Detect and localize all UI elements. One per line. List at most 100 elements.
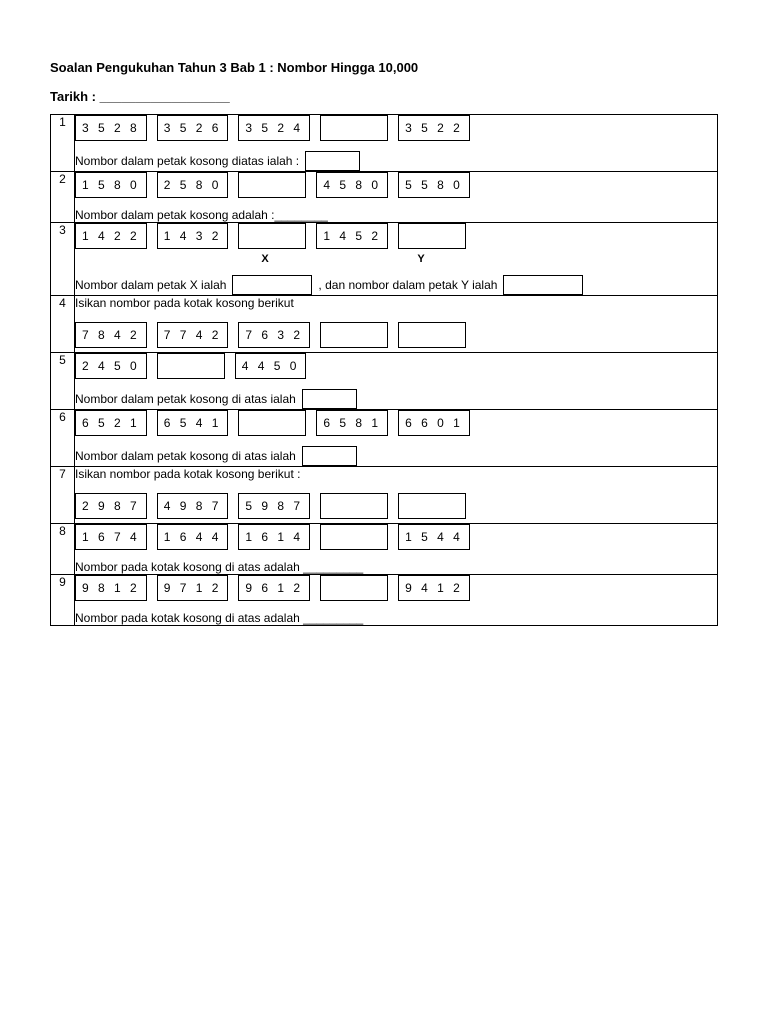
question-number: 7 xyxy=(51,467,75,524)
number-box: 9 7 1 2 xyxy=(157,575,229,601)
question-instruction: Isikan nombor pada kotak kosong berikut … xyxy=(75,467,717,481)
question-prompt: Nombor dalam petak X ialah , dan nombor d… xyxy=(75,275,717,295)
number-box: 1 6 4 4 xyxy=(157,524,229,550)
question-body: 1 6 7 4 1 6 4 4 1 6 1 4 1 5 4 4 Nombor pada … xyxy=(75,524,718,575)
number-box: 9 4 1 2 xyxy=(398,575,470,601)
prompt-text: , dan nombor dalam petak Y ialah xyxy=(318,278,497,292)
question-number: 9 xyxy=(51,575,75,626)
answer-box-x[interactable] xyxy=(232,275,312,295)
box-label: X xyxy=(231,253,299,265)
answer-box-y[interactable] xyxy=(503,275,583,295)
number-box-empty[interactable] xyxy=(398,322,466,348)
number-box: 2 5 8 0 xyxy=(157,172,229,198)
number-box: 7 7 4 2 xyxy=(157,322,229,348)
question-body: 1 5 8 02 5 8 04 5 8 05 5 8 0Nombor dalam… xyxy=(75,172,718,223)
number-box: 1 4 3 2 xyxy=(157,223,229,249)
number-box-empty[interactable] xyxy=(238,223,306,249)
number-box: 1 4 5 2 xyxy=(316,223,388,249)
number-box: 7 8 4 2 xyxy=(75,322,147,348)
box-label xyxy=(153,253,221,265)
prompt-text: Nombor dalam petak kosong di atas ialah xyxy=(75,392,296,406)
prompt-text: Nombor pada kotak kosong di atas adalah … xyxy=(75,560,363,574)
number-box-row: 1 4 2 2 1 4 3 2 1 4 5 2 xyxy=(75,223,717,249)
number-box-empty[interactable] xyxy=(157,353,225,379)
number-box-row: 9 8 1 2 9 7 1 2 9 6 1 2 9 4 1 2 xyxy=(75,575,717,601)
prompt-text: Nombor dalam petak kosong diatas ialah : xyxy=(75,154,299,168)
question-prompt: Nombor pada kotak kosong di atas adalah … xyxy=(75,611,717,625)
question-body: 9 8 1 2 9 7 1 2 9 6 1 2 9 4 1 2 Nombor pada … xyxy=(75,575,718,626)
question-number: 2 xyxy=(51,172,75,223)
number-box-row: 7 8 4 2 7 7 4 2 7 6 3 2 xyxy=(75,322,717,348)
question-number: 1 xyxy=(51,115,75,172)
number-box: 1 6 7 4 xyxy=(75,524,147,550)
question-body: Isikan nombor pada kotak kosong berikut … xyxy=(75,467,718,524)
number-box: 7 6 3 2 xyxy=(238,322,310,348)
question-number: 4 xyxy=(51,296,75,353)
number-box-empty[interactable] xyxy=(320,115,388,141)
question-prompt: Nombor pada kotak kosong di atas adalah … xyxy=(75,560,717,574)
answer-box[interactable] xyxy=(302,446,357,466)
box-label-row: XY xyxy=(75,253,717,265)
number-box: 5 9 8 7 xyxy=(238,493,310,519)
question-instruction: Isikan nombor pada kotak kosong berikut xyxy=(75,296,717,310)
number-box: 3 5 2 2 xyxy=(398,115,470,141)
number-box: 6 5 4 1 xyxy=(157,410,229,436)
number-box-row: 1 6 7 4 1 6 4 4 1 6 1 4 1 5 4 4 xyxy=(75,524,717,550)
number-box: 4 9 8 7 xyxy=(157,493,229,519)
number-box-row: 1 5 8 02 5 8 04 5 8 05 5 8 0 xyxy=(75,172,717,198)
number-box-empty[interactable] xyxy=(398,493,466,519)
question-body: Isikan nombor pada kotak kosong berikut 7… xyxy=(75,296,718,353)
question-number: 5 xyxy=(51,353,75,410)
number-box: 1 6 1 4 xyxy=(238,524,310,550)
number-box: 4 5 8 0 xyxy=(316,172,388,198)
number-box: 9 8 1 2 xyxy=(75,575,147,601)
number-box: 2 9 8 7 xyxy=(75,493,147,519)
question-prompt: Nombor dalam petak kosong di atas ialah xyxy=(75,446,717,466)
number-box: 2 4 5 0 xyxy=(75,353,147,379)
number-box: 6 5 2 1 xyxy=(75,410,147,436)
number-box: 5 5 8 0 xyxy=(398,172,470,198)
answer-box[interactable] xyxy=(305,151,360,171)
prompt-text: Nombor dalam petak kosong adalah :______… xyxy=(75,208,328,222)
number-box: 1 5 4 4 xyxy=(398,524,470,550)
number-box-row: 6 5 2 1 6 5 4 1 6 5 8 1 6 6 0 1 xyxy=(75,410,717,436)
box-label: Y xyxy=(387,253,455,265)
box-label xyxy=(309,253,377,265)
number-box: 6 6 0 1 xyxy=(398,410,470,436)
question-number: 3 xyxy=(51,223,75,296)
number-box-empty[interactable] xyxy=(398,223,466,249)
number-box-row: 3 5 2 8 3 5 2 6 3 5 2 4 3 5 2 2 xyxy=(75,115,717,141)
question-number: 6 xyxy=(51,410,75,467)
prompt-text: Nombor dalam petak X ialah xyxy=(75,278,226,292)
number-box-empty[interactable] xyxy=(238,410,306,436)
number-box-row: 2 9 8 7 4 9 8 7 5 9 8 7 xyxy=(75,493,717,519)
number-box-row: 2 4 5 0 4 4 5 0 xyxy=(75,353,717,379)
number-box: 4 4 5 0 xyxy=(235,353,307,379)
question-prompt: Nombor dalam petak kosong di atas ialah xyxy=(75,389,717,409)
question-body: 1 4 2 21 4 3 21 4 5 2XYNombor dalam peta… xyxy=(75,223,718,296)
date-label: Tarikh : __________________ xyxy=(50,89,718,104)
answer-box[interactable] xyxy=(302,389,357,409)
number-box: 3 5 2 4 xyxy=(238,115,310,141)
worksheet-title: Soalan Pengukuhan Tahun 3 Bab 1 : Nombor… xyxy=(50,60,718,75)
number-box-empty[interactable] xyxy=(320,575,388,601)
prompt-text: Nombor pada kotak kosong di atas adalah … xyxy=(75,611,363,625)
questions-table: 13 5 2 83 5 2 63 5 2 43 5 2 2Nombor dala… xyxy=(50,114,718,626)
question-body: 2 4 5 0 4 4 5 0 Nombor dalam petak kosong … xyxy=(75,353,718,410)
prompt-text: Nombor dalam petak kosong di atas ialah xyxy=(75,449,296,463)
question-number: 8 xyxy=(51,524,75,575)
number-box-empty[interactable] xyxy=(320,524,388,550)
number-box: 9 6 1 2 xyxy=(238,575,310,601)
number-box: 6 5 8 1 xyxy=(316,410,388,436)
number-box-empty[interactable] xyxy=(320,493,388,519)
question-body: 3 5 2 8 3 5 2 6 3 5 2 4 3 5 2 2 Nombor dalam… xyxy=(75,115,718,172)
box-label xyxy=(75,253,143,265)
number-box: 3 5 2 6 xyxy=(157,115,229,141)
question-prompt: Nombor dalam petak kosong adalah :______… xyxy=(75,208,717,222)
question-prompt: Nombor dalam petak kosong diatas ialah : xyxy=(75,151,717,171)
number-box-empty[interactable] xyxy=(238,172,306,198)
number-box: 3 5 2 8 xyxy=(75,115,147,141)
number-box-empty[interactable] xyxy=(320,322,388,348)
question-body: 6 5 2 1 6 5 4 1 6 5 8 1 6 6 0 1 Nombor dalam… xyxy=(75,410,718,467)
number-box: 1 4 2 2 xyxy=(75,223,147,249)
